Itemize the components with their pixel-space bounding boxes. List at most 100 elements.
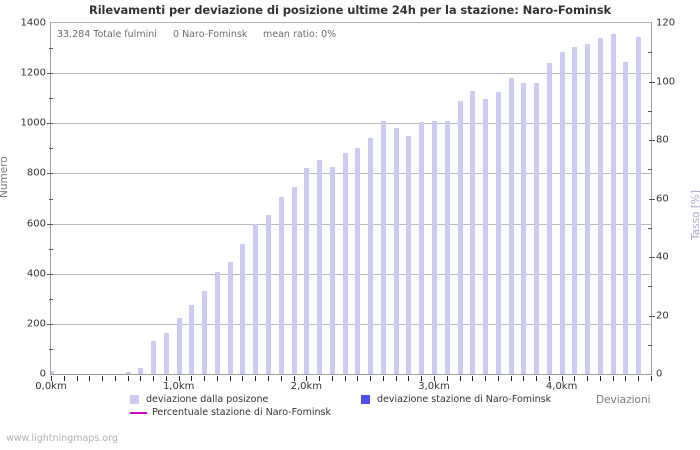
- x-axis-tick: [255, 376, 257, 381]
- x-axis-tick-label: 2,0km: [290, 381, 323, 392]
- x-axis-tick: [370, 376, 372, 381]
- bar: [125, 372, 131, 374]
- legend-label-station: deviazione stazione di Naro-Fominsk: [377, 394, 552, 405]
- y2-axis-tick-label: 40: [656, 251, 669, 263]
- x-axis-tick: [102, 376, 104, 381]
- annotation-mean-ratio: mean ratio: 0%: [263, 29, 337, 40]
- bar: [585, 44, 591, 374]
- bar: [151, 341, 157, 374]
- bar: [368, 138, 374, 374]
- y2-axis-tick: [649, 140, 655, 141]
- x-axis-tick: [574, 376, 576, 381]
- x-axis-tick: [63, 376, 65, 381]
- x-axis-tick: [433, 376, 435, 381]
- bar: [406, 135, 412, 374]
- x-axis-tick: [153, 376, 155, 381]
- x-axis-tick: [89, 376, 91, 381]
- x-axis-label: Deviazioni: [596, 394, 651, 406]
- x-axis-tick: [497, 376, 499, 381]
- x-axis-tick: [191, 376, 193, 381]
- y-axis-tick: [47, 73, 53, 75]
- x-axis-tick: [229, 376, 231, 381]
- bar: [214, 272, 220, 374]
- y2-axis-minor-tick: [648, 52, 652, 54]
- y-axis-tick-label: 800: [26, 167, 46, 179]
- bar: [176, 317, 182, 374]
- gridline: [51, 123, 651, 125]
- x-axis-tick: [216, 376, 218, 381]
- chart-legend: deviazione dalla posizone deviazione sta…: [0, 392, 700, 432]
- y-axis-tick-label: 1200: [20, 67, 46, 79]
- bar: [457, 100, 463, 374]
- bar: [202, 291, 208, 374]
- y-axis-tick-label: 1400: [20, 17, 46, 29]
- y-axis-tick-label: 200: [26, 318, 46, 330]
- bar: [355, 148, 361, 374]
- x-axis-tick-label: 0,0km: [35, 381, 67, 392]
- y2-axis-tick-label: 60: [656, 193, 669, 204]
- footer-watermark: www.lightningmaps.org: [6, 433, 118, 444]
- bar: [112, 373, 118, 374]
- legend-line-percentage: [130, 412, 147, 414]
- y2-axis-tick-label: 120: [656, 17, 676, 29]
- bar: [572, 46, 578, 374]
- bar: [380, 120, 386, 374]
- bar: [393, 128, 399, 374]
- x-axis-tick: [523, 376, 525, 381]
- x-axis-tick: [561, 376, 563, 381]
- y-axis-tick: [47, 323, 53, 325]
- x-axis-tick: [268, 376, 270, 381]
- legend-swatch-deviation: [130, 395, 139, 404]
- x-axis-tick: [651, 376, 652, 381]
- plot-area: 33.284 Totale fulmini 0 Naro-Fominsk mea…: [50, 22, 652, 375]
- x-axis-tick: [344, 376, 346, 381]
- y2-axis-tick: [649, 81, 655, 83]
- x-axis-tick: [357, 376, 359, 381]
- x-axis-tick: [638, 376, 640, 381]
- bar: [470, 90, 476, 374]
- legend-label-deviation: deviazione dalla posizone: [146, 394, 269, 405]
- x-axis-tick: [408, 376, 410, 381]
- gridline: [51, 173, 651, 175]
- x-axis-tick: [140, 376, 142, 381]
- x-axis-tick-label: 4,0km: [545, 381, 578, 392]
- x-axis-tick: [204, 376, 206, 381]
- bar: [546, 63, 552, 374]
- bar: [189, 305, 195, 374]
- plot-inner: 33.284 Totale fulmini 0 Naro-Fominsk mea…: [51, 23, 651, 374]
- y2-axis-minor-tick: [648, 110, 652, 112]
- x-axis-tick: [114, 376, 116, 381]
- x-axis-tick-label: 3,0km: [418, 381, 450, 392]
- bar: [227, 262, 233, 374]
- y-axis-tick-label: 600: [26, 218, 46, 230]
- x-axis-tick: [599, 376, 601, 381]
- x-axis-tick: [76, 376, 78, 381]
- gridline: [51, 323, 651, 325]
- gridline: [51, 223, 651, 225]
- bar: [559, 51, 565, 374]
- x-axis-tick: [382, 376, 384, 381]
- y2-axis-tick-label: 20: [656, 310, 669, 321]
- legend-swatch-station: [361, 395, 370, 404]
- bar: [483, 99, 489, 374]
- y2-axis-minor-tick: [648, 286, 652, 288]
- bar: [240, 243, 246, 374]
- x-axis-tick: [472, 376, 474, 381]
- bar: [610, 34, 616, 374]
- x-axis-tick: [331, 376, 333, 381]
- x-axis-tick: [242, 376, 244, 381]
- x-axis-tick: [293, 376, 295, 381]
- x-axis-tick: [446, 376, 448, 381]
- bar: [266, 214, 272, 374]
- x-axis-tick: [459, 376, 461, 381]
- y2-axis-minor-tick: [648, 169, 652, 171]
- bar: [253, 223, 259, 374]
- bar: [291, 187, 297, 374]
- bar: [508, 78, 514, 374]
- y2-axis-tick: [649, 198, 655, 200]
- bar: [278, 197, 284, 374]
- annotation-total: 33.284 Totale fulmini: [57, 29, 157, 40]
- bar: [329, 167, 335, 374]
- y2-axis-minor-tick: [648, 227, 652, 229]
- bar: [597, 38, 603, 374]
